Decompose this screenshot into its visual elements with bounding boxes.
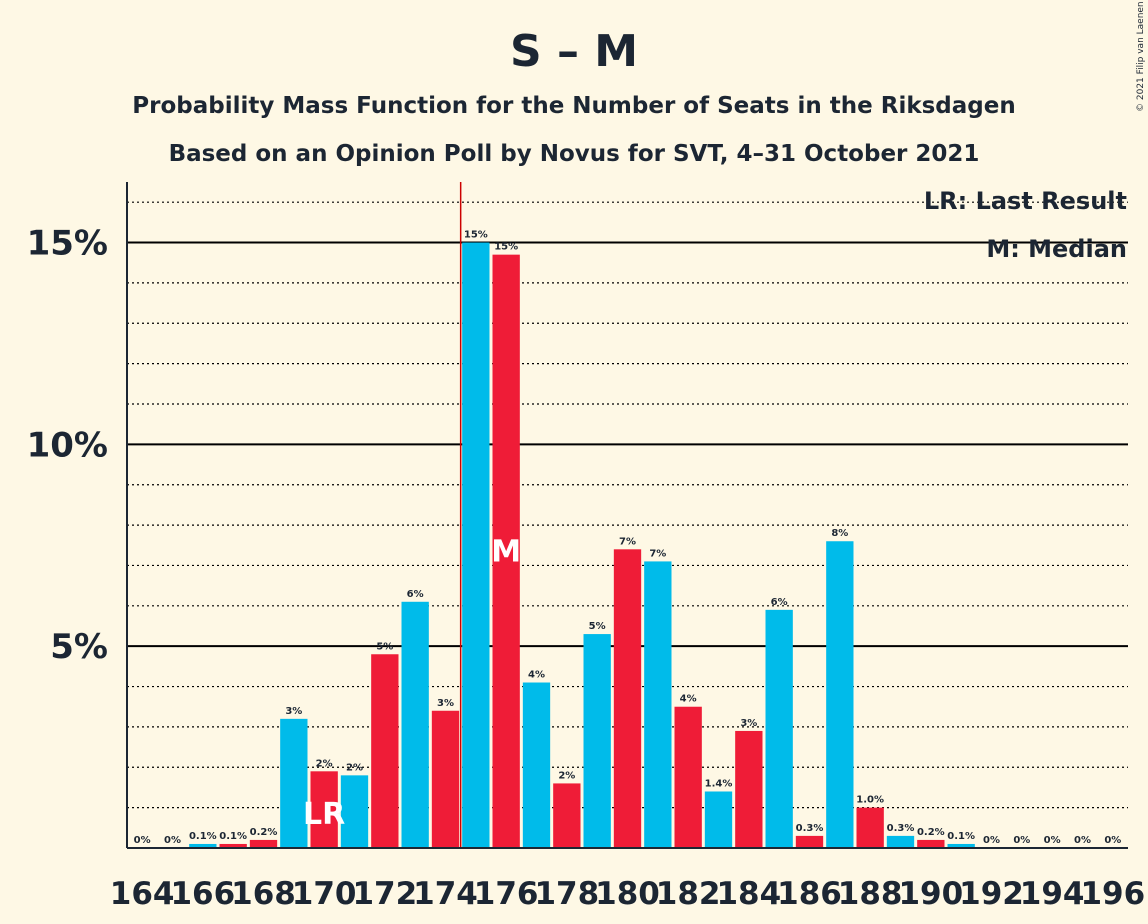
data-label-166: 0.1% [189,831,217,842]
bar-190 [917,839,945,848]
data-label-193: 0% [1013,835,1030,846]
bar-179 [583,634,611,848]
bar-177 [522,682,551,848]
bar-169 [280,718,308,848]
data-label-175: 15% [464,230,488,241]
bar-166 [189,843,217,848]
bar-185 [765,609,793,848]
data-label-187: 8% [831,528,848,539]
data-label-194: 0% [1044,835,1061,846]
bar-184 [735,730,763,848]
bar-172 [371,654,399,848]
x-tick-label: 184 [716,876,781,912]
bar-174 [431,710,460,848]
data-label-173: 6% [407,589,424,600]
x-tick-label: 170 [292,876,357,912]
bar-171 [340,775,369,848]
copyright-notice: © 2021 Filip van Laenen [1136,1,1146,112]
markers: LR M [303,534,521,832]
bars [189,182,975,849]
data-labels: 0% 0% 0.1% 0.1% 0.2%3%2% 2%5%6%3%15%15%4%2%5%… [134,230,1122,846]
x-tick-label: 194 [1020,876,1085,912]
data-label-165: 0% [164,835,181,846]
chart-subtitle-1: Probability Mass Function for the Number… [132,93,1015,119]
data-label-178: 2% [558,770,575,781]
bar-189 [886,835,915,848]
data-label-190: 0.2% [917,827,945,838]
bar-181 [644,561,672,848]
x-tick-label: 168 [231,876,296,912]
data-label-186: 0.3% [796,823,824,834]
bar-170 [310,771,338,848]
bar-191 [947,843,975,848]
data-label-167: 0.1% [219,831,247,842]
data-label-164: 0% [134,835,151,846]
y-tick-label: 10% [27,425,108,465]
y-tick-label: 5% [50,627,108,667]
data-label-191: 0.1% [947,831,975,842]
y-tick-label: 15% [27,224,108,264]
bar-167 [219,843,247,848]
bar-168 [249,839,278,848]
data-label-169: 3% [285,706,302,717]
legend-median: M: Median [986,235,1127,263]
bar-188 [856,807,884,848]
data-label-196: 0% [1104,835,1121,846]
data-label-184: 3% [740,718,757,729]
x-tick-label: 178 [534,876,599,912]
x-tick-label: 164 [110,876,175,912]
data-label-188: 1.0% [856,795,884,806]
data-label-177: 4% [528,670,545,681]
data-label-172: 5% [376,641,393,652]
x-tick-label: 166 [170,876,235,912]
bar-176 [492,254,520,848]
data-label-195: 0% [1074,835,1091,846]
chart-title: S – M [510,26,638,77]
chart-subtitle-2: Based on an Opinion Poll by Novus for SV… [169,141,980,167]
data-label-182: 4% [680,694,697,705]
data-label-176: 15% [494,242,518,253]
data-label-170: 2% [316,758,333,769]
data-label-168: 0.2% [250,827,278,838]
x-tick-label: 174 [413,876,478,912]
data-label-174: 3% [437,698,454,709]
x-tick-label: 196 [1080,876,1145,912]
bar-182 [674,706,702,848]
median-marker: M [491,534,521,569]
x-tick-label: 180 [595,876,660,912]
data-label-185: 6% [771,597,788,608]
x-tick-label: 172 [352,876,417,912]
x-tick-label: 188 [838,876,903,912]
x-tick-label: 192 [959,876,1024,912]
bar-178 [553,783,581,848]
data-label-183: 1.4% [705,778,733,789]
data-label-181: 7% [649,548,666,559]
x-tick-label: 176 [474,876,539,912]
bar-173 [401,601,429,848]
bar-180 [613,549,642,848]
x-tick-label: 190 [898,876,963,912]
data-label-189: 0.3% [887,823,915,834]
x-tick-label: 182 [656,876,721,912]
y-tick-labels: 5% 10% 15% [27,224,108,668]
last-result-marker: LR [303,797,345,832]
data-label-192: 0% [983,835,1000,846]
data-label-171: 2% [346,762,363,773]
x-tick-label: 186 [777,876,842,912]
bar-186 [795,835,824,848]
data-label-179: 5% [589,621,606,632]
legend-last-result: LR: Last Result [924,187,1127,215]
x-tick-labels: 1641661681701721741761781801821841861881… [110,876,1145,912]
data-label-180: 7% [619,536,636,547]
bar-183 [704,791,733,848]
bar-175 [462,242,490,849]
bar-187 [826,541,854,848]
